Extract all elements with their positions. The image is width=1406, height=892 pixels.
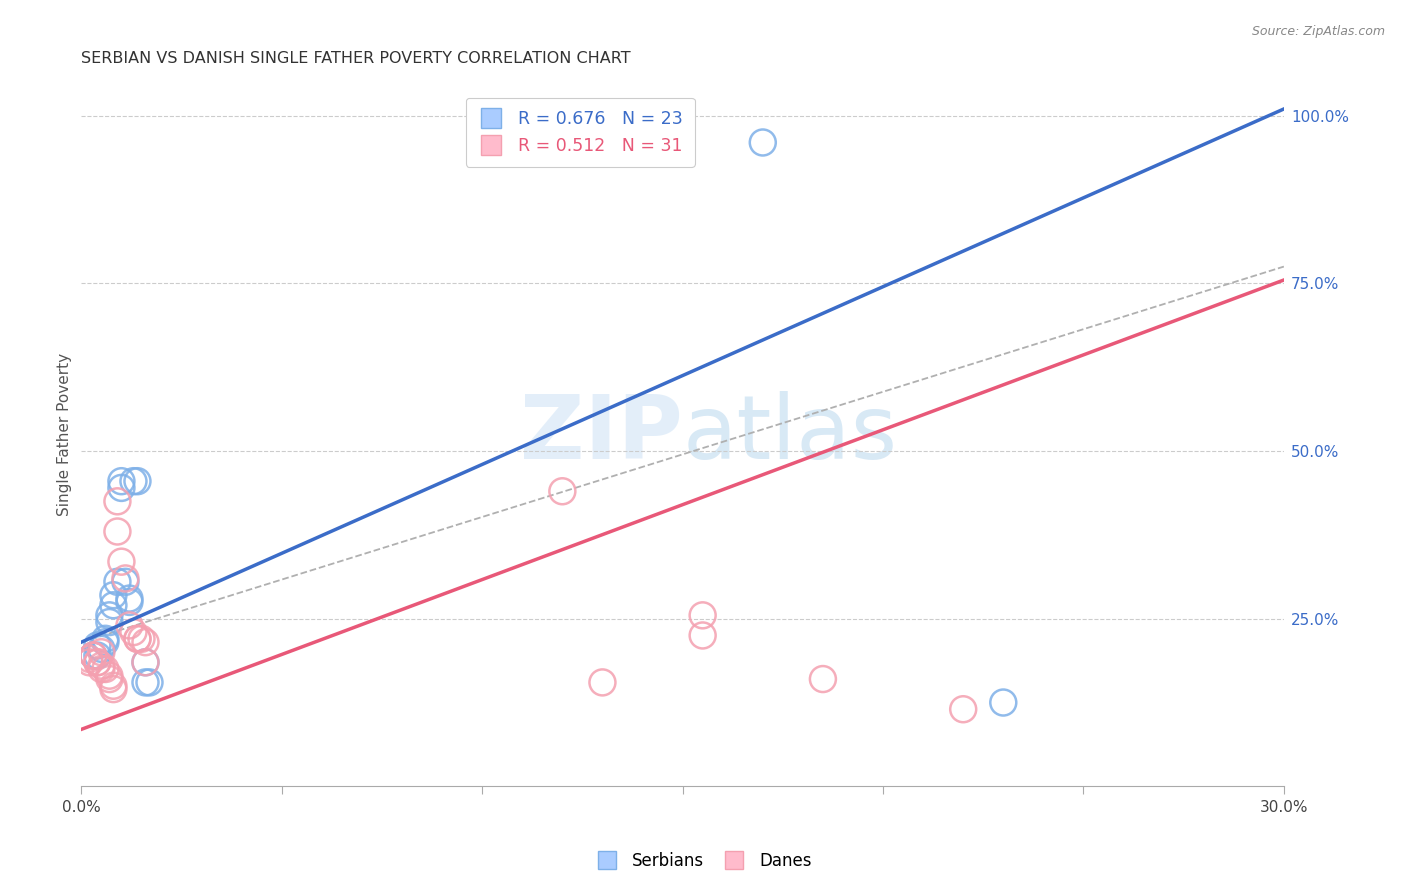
Point: [86, 648, 108, 663]
Point: [103, 679, 125, 693]
Point: [82, 648, 104, 663]
Point: [127, 632, 149, 646]
Point: [952, 702, 974, 716]
Point: [127, 632, 149, 646]
Point: [90, 645, 112, 659]
Point: [591, 675, 613, 690]
Point: [138, 675, 160, 690]
Text: atlas: atlas: [682, 391, 898, 478]
Point: [86, 655, 108, 669]
Point: [134, 655, 156, 669]
Point: [110, 555, 132, 569]
Y-axis label: Single Father Poverty: Single Father Poverty: [58, 352, 72, 516]
Point: [118, 595, 141, 609]
Point: [118, 591, 141, 606]
Point: [127, 474, 149, 488]
Point: [110, 474, 132, 488]
Text: Source: ZipAtlas.com: Source: ZipAtlas.com: [1251, 25, 1385, 38]
Point: [993, 696, 1015, 710]
Point: [692, 628, 714, 642]
Point: [82, 648, 104, 663]
Point: [134, 635, 156, 649]
Text: ZIP: ZIP: [520, 391, 682, 478]
Point: [103, 588, 125, 602]
Point: [752, 136, 775, 150]
Point: [114, 574, 136, 589]
Point: [131, 632, 153, 646]
Point: [98, 615, 121, 629]
Point: [107, 574, 129, 589]
Point: [98, 672, 121, 686]
Point: [79, 652, 101, 666]
Point: [122, 625, 145, 640]
Legend: Serbians, Danes: Serbians, Danes: [588, 846, 818, 877]
Point: [86, 639, 108, 653]
Point: [90, 658, 112, 673]
Point: [86, 655, 108, 669]
Point: [114, 571, 136, 585]
Point: [134, 675, 156, 690]
Point: [110, 481, 132, 495]
Point: [90, 641, 112, 656]
Text: SERBIAN VS DANISH SINGLE FATHER POVERTY CORRELATION CHART: SERBIAN VS DANISH SINGLE FATHER POVERTY …: [82, 51, 631, 66]
Point: [134, 655, 156, 669]
Point: [103, 599, 125, 613]
Point: [90, 662, 112, 676]
Point: [692, 608, 714, 623]
Point: [94, 632, 117, 646]
Point: [82, 648, 104, 663]
Point: [811, 672, 834, 686]
Point: [79, 655, 101, 669]
Point: [551, 484, 574, 499]
Point: [98, 608, 121, 623]
Legend: R = 0.676   N = 23, R = 0.512   N = 31: R = 0.676 N = 23, R = 0.512 N = 31: [465, 98, 695, 167]
Point: [107, 494, 129, 508]
Point: [103, 682, 125, 697]
Point: [94, 635, 117, 649]
Point: [122, 474, 145, 488]
Point: [118, 618, 141, 632]
Point: [98, 669, 121, 683]
Point: [107, 524, 129, 539]
Point: [94, 662, 117, 676]
